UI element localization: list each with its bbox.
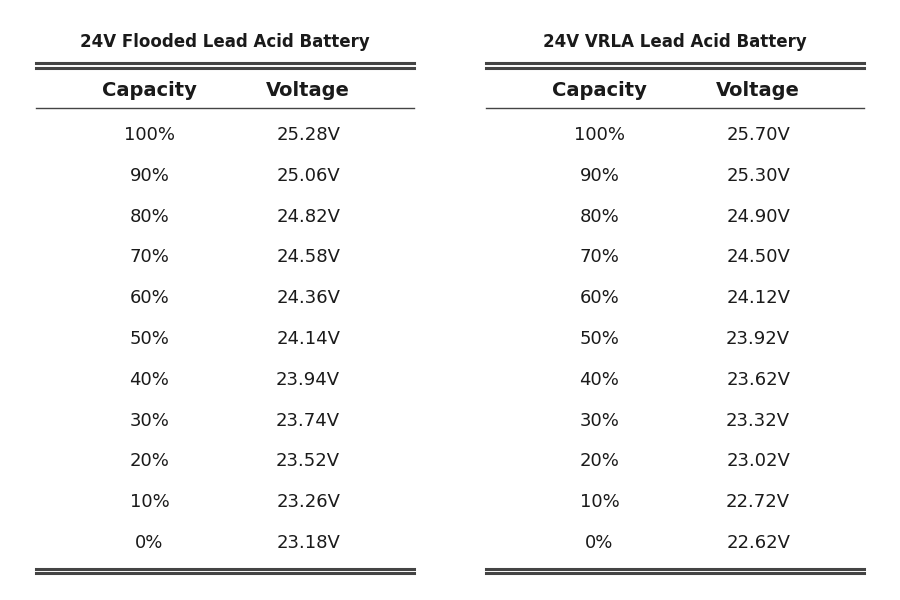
Text: 22.72V: 22.72V <box>726 493 790 511</box>
Point <box>31 64 41 71</box>
Point <box>31 570 41 577</box>
Text: 23.62V: 23.62V <box>726 371 790 389</box>
Text: 23.02V: 23.02V <box>726 452 790 470</box>
Point <box>31 104 41 112</box>
Text: 24.58V: 24.58V <box>276 248 340 266</box>
Text: 100%: 100% <box>574 126 625 144</box>
Text: 25.30V: 25.30V <box>726 167 790 185</box>
Text: 24V Flooded Lead Acid Battery: 24V Flooded Lead Acid Battery <box>80 33 370 51</box>
Point <box>859 570 869 577</box>
Text: 80%: 80% <box>580 208 619 226</box>
Text: 70%: 70% <box>130 248 169 266</box>
Text: 23.26V: 23.26V <box>276 493 340 511</box>
Text: 23.32V: 23.32V <box>726 412 790 430</box>
Text: 23.92V: 23.92V <box>726 330 790 348</box>
Point <box>481 59 491 67</box>
Point <box>409 565 419 572</box>
Text: 0%: 0% <box>135 534 164 552</box>
Point <box>481 104 491 112</box>
Text: 10%: 10% <box>580 493 619 511</box>
Text: 24.90V: 24.90V <box>726 208 790 226</box>
Text: 90%: 90% <box>580 167 619 185</box>
Point <box>409 104 419 112</box>
Text: 22.62V: 22.62V <box>726 534 790 552</box>
Point <box>859 64 869 71</box>
Text: 25.28V: 25.28V <box>276 126 340 144</box>
Text: Capacity: Capacity <box>552 81 647 100</box>
Point <box>409 570 419 577</box>
Point <box>859 59 869 67</box>
Text: 23.52V: 23.52V <box>276 452 340 470</box>
Point <box>409 64 419 71</box>
Point <box>859 565 869 572</box>
Text: 70%: 70% <box>580 248 619 266</box>
Text: 30%: 30% <box>580 412 619 430</box>
Point <box>31 59 41 67</box>
Text: 24V VRLA Lead Acid Battery: 24V VRLA Lead Acid Battery <box>543 33 807 51</box>
Text: 25.70V: 25.70V <box>726 126 790 144</box>
Text: 23.74V: 23.74V <box>276 412 340 430</box>
Text: 50%: 50% <box>580 330 619 348</box>
Text: Voltage: Voltage <box>266 81 350 100</box>
Text: 20%: 20% <box>130 452 169 470</box>
Text: 24.12V: 24.12V <box>726 289 790 307</box>
Point <box>481 570 491 577</box>
Text: 0%: 0% <box>585 534 614 552</box>
Point <box>481 64 491 71</box>
Text: 24.14V: 24.14V <box>276 330 340 348</box>
Point <box>409 59 419 67</box>
Text: 24.82V: 24.82V <box>276 208 340 226</box>
Text: 25.06V: 25.06V <box>276 167 340 185</box>
Text: 60%: 60% <box>130 289 169 307</box>
Text: 40%: 40% <box>130 371 169 389</box>
Text: 100%: 100% <box>124 126 175 144</box>
Text: Voltage: Voltage <box>716 81 800 100</box>
Text: 23.94V: 23.94V <box>276 371 340 389</box>
Point <box>859 104 869 112</box>
Text: 40%: 40% <box>580 371 619 389</box>
Text: 24.50V: 24.50V <box>726 248 790 266</box>
Text: Capacity: Capacity <box>102 81 197 100</box>
Text: 80%: 80% <box>130 208 169 226</box>
Point <box>31 565 41 572</box>
Text: 24.36V: 24.36V <box>276 289 340 307</box>
Text: 10%: 10% <box>130 493 169 511</box>
Text: 60%: 60% <box>580 289 619 307</box>
Text: 30%: 30% <box>130 412 169 430</box>
Text: 20%: 20% <box>580 452 619 470</box>
Text: 50%: 50% <box>130 330 169 348</box>
Point <box>481 565 491 572</box>
Text: 90%: 90% <box>130 167 169 185</box>
Text: 23.18V: 23.18V <box>276 534 340 552</box>
